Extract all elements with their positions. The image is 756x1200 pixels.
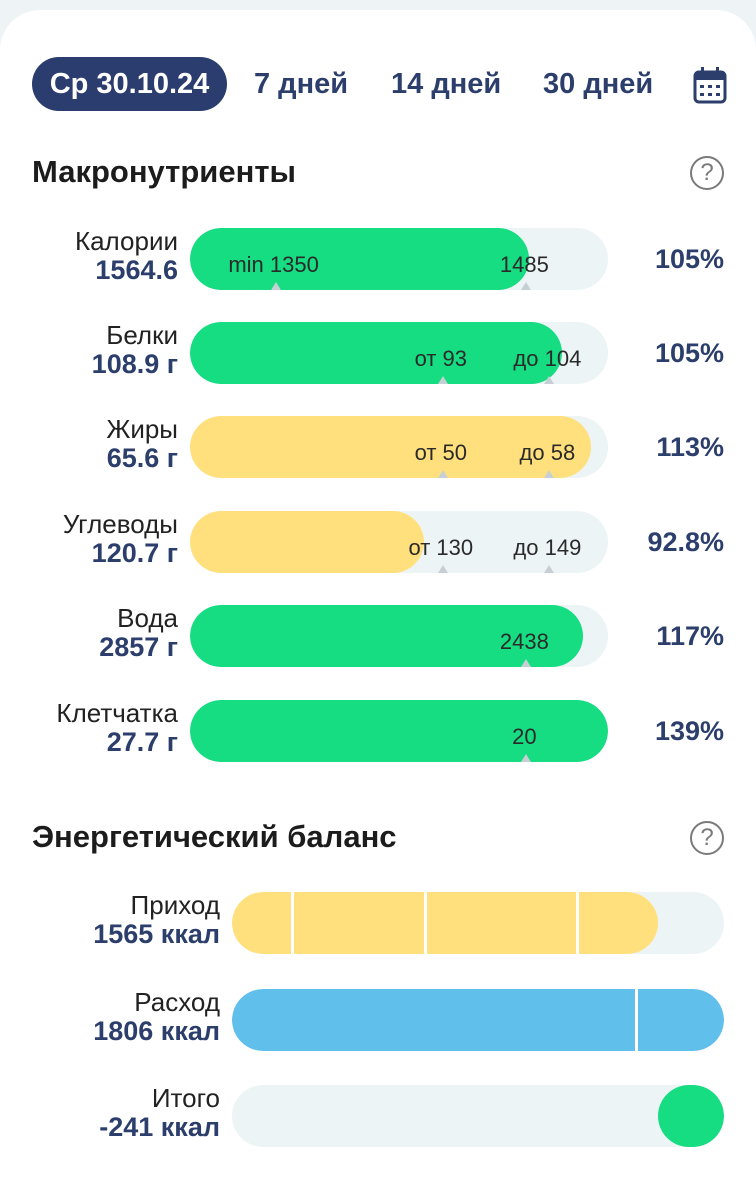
target-marker-label: до 58 [519,440,576,465]
macro-name: Белки [106,320,178,350]
macro-progress-track: 20 [190,700,608,762]
energy-value: 1565 ккал [93,919,220,949]
tab-today[interactable]: Ср 30.10.24 [32,57,227,111]
macro-percent: 117% [656,621,724,651]
macro-progress-fill [190,605,583,667]
macro-name: Клетчатка [56,698,178,728]
macro-row: Белки 108.9 г от 93 до 104 105% [0,320,756,386]
target-marker-label: от 50 [414,440,468,465]
help-circle-icon[interactable]: ? [690,821,724,855]
help-circle-icon[interactable]: ? [690,156,724,190]
target-marker-label: от 130 [408,535,474,560]
target-marker-icon [521,754,532,762]
macro-row: Жиры 65.6 г от 50 до 58 113% [0,414,756,480]
segment-divider [635,989,639,1051]
segment-divider [576,892,580,954]
macro-name: Углеводы [62,509,178,539]
tab-30-days[interactable]: 30 дней [543,68,654,100]
target-marker-icon [437,470,448,478]
macro-value: 65.6 г [106,443,178,473]
energy-progress-fill [657,1085,724,1147]
macro-progress-fill [190,511,425,573]
macro-percent: 113% [656,432,724,462]
target-marker-label: до 104 [513,346,582,371]
macro-value: 1564.6 [95,255,178,285]
macro-row: Углеводы 120.7 г от 130 до 149 92.8% [0,509,756,575]
target-marker-label: 1485 [499,252,549,277]
energy-title: Энергетический баланс [32,819,397,854]
target-marker-icon [544,376,555,384]
target-marker-icon [544,470,555,478]
target-marker-label: 20 [512,724,537,749]
target-marker-icon [544,565,555,573]
target-marker-label: от 93 [414,346,468,371]
energy-name: Итого [151,1083,220,1113]
target-marker-icon [521,282,532,290]
energy-value: -241 ккал [99,1112,220,1142]
macro-value: 27.7 г [106,727,178,757]
energy-progress-fill [232,892,658,954]
target-marker-icon [437,376,448,384]
target-marker-label: min 1350 [228,252,319,277]
segment-divider [423,892,427,954]
macro-row: Вода 2857 г 2438 117% [0,603,756,669]
macro-name: Вода [117,603,178,633]
macros-title: Макронутриенты [32,154,296,189]
energy-progress-track [232,1085,724,1147]
target-marker-icon [437,565,448,573]
macro-progress-track: от 130 до 149 [190,511,608,573]
energy-value: 1806 ккал [93,1016,220,1046]
target-marker-icon [521,659,532,667]
macro-percent: 139% [654,716,724,746]
tab-7-days[interactable]: 7 дней [254,68,349,100]
macro-progress-track: от 50 до 58 [190,416,608,478]
macro-value: 2857 г [99,632,178,662]
macro-progress-track: от 93 до 104 [190,322,608,384]
macro-percent: 105% [654,244,724,274]
macro-row: Клетчатка 27.7 г 20 139% [0,698,756,764]
macro-progress-fill [190,416,592,478]
macro-progress-fill [190,700,608,762]
macro-percent: 105% [654,338,724,368]
energy-progress-track [232,892,724,954]
energy-row: Расход 1806 ккал [0,987,756,1053]
macro-percent: 92.8% [647,527,724,557]
target-marker-label: до 149 [513,535,582,560]
energy-progress-track [232,989,724,1051]
macro-name: Жиры [106,414,178,444]
macro-row: Калории 1564.6 min 1350 1485 105% [0,226,756,292]
segment-divider [291,892,295,954]
macro-progress-track: min 1350 1485 [190,228,608,290]
target-marker-label: 2438 [499,629,549,654]
macro-progress-track: 2438 [190,605,608,667]
macro-value: 108.9 г [91,349,178,379]
energy-name: Приход [130,890,220,920]
macro-progress-fill [190,228,529,290]
target-marker-icon [270,282,281,290]
macro-value: 120.7 г [91,538,178,568]
macro-name: Калории [74,226,178,256]
calendar-icon[interactable] [693,66,727,104]
energy-name: Расход [134,987,220,1017]
energy-row: Приход 1565 ккал [0,890,756,956]
energy-progress-fill [232,989,724,1051]
tab-14-days[interactable]: 14 дней [391,68,502,100]
macro-progress-fill [190,322,563,384]
energy-row: Итого -241 ккал [0,1083,756,1149]
